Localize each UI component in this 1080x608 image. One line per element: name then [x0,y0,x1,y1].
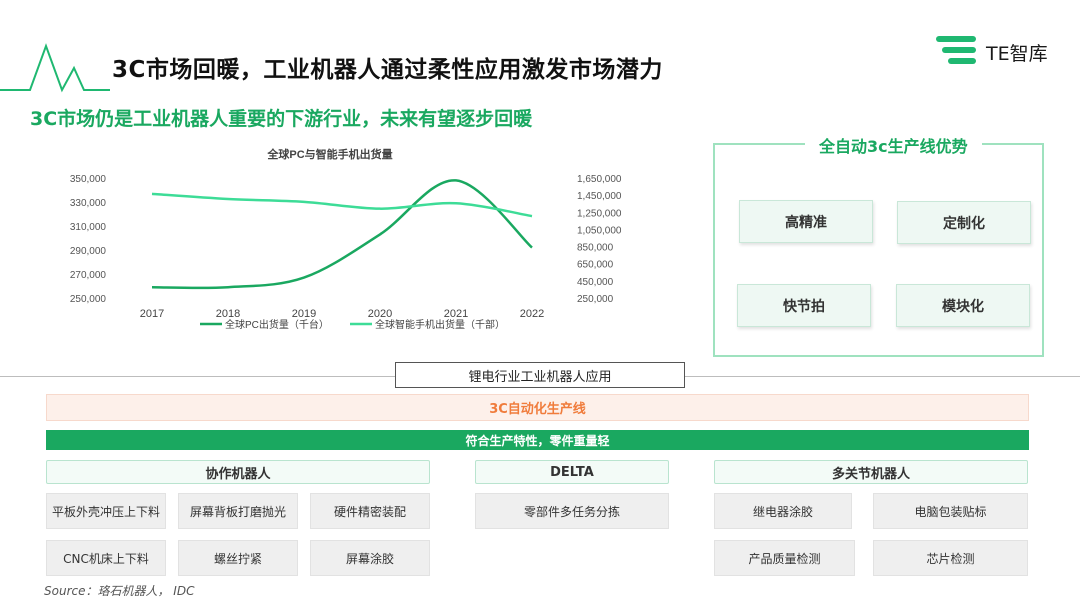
x-axis-tick-label: 2021 [444,308,468,320]
application-cell: 平板外壳冲压上下料 [46,493,166,529]
x-axis-tick-label: 2018 [216,308,240,320]
category-delta: DELTA [475,460,669,484]
application-cell: 芯片检测 [873,540,1028,576]
left-axis-tick-label: 310,000 [70,222,107,233]
right-axis-tick-label: 1,450,000 [577,191,622,202]
category-cobot: 协作机器人 [46,460,430,484]
chart-title: 全球PC与智能手机出货量 [266,147,392,161]
advantage-item: 快节拍 [737,284,871,327]
right-axis-tick-label: 1,250,000 [577,208,622,219]
left-axis-tick-label: 270,000 [70,270,107,281]
logo-text: TE智库 [986,43,1048,65]
application-cell: 零部件多任务分拣 [475,493,669,529]
x-axis-tick-label: 2022 [520,308,544,320]
advantages-title: 全自动3c生产线优势 [805,133,982,157]
te-logo: TE智库 [936,34,1066,70]
right-axis-tick-label: 850,000 [577,243,614,254]
left-axis-tick-label: 290,000 [70,246,107,257]
legend-label: 全球PC出货量（千台） [225,318,329,331]
application-cell: 屏幕涂胶 [310,540,430,576]
pulse-line-decoration [0,43,110,93]
application-cell: 电脑包装贴标 [873,493,1028,529]
legend-label: 全球智能手机出货量（千部） [375,318,505,331]
x-axis-tick-label: 2017 [140,308,164,320]
right-axis-tick-label: 450,000 [577,277,614,288]
characteristics-bar: 符合生产特性，零件重量轻 [46,430,1029,450]
pc-shipments-line [151,179,533,290]
left-axis-tick-label: 250,000 [70,294,107,305]
logo-icon-bar [948,58,976,64]
advantage-item: 定制化 [897,201,1031,244]
left-axis-tick-label: 330,000 [70,198,107,209]
section-subtitle: 3C市场仍是工业机器人重要的下游行业，未来有望逐步回暖 [30,108,533,130]
advantage-item: 高精准 [739,200,873,243]
right-axis-tick-label: 1,650,000 [577,174,622,185]
advantage-item: 模块化 [896,284,1030,327]
page-title: 3C市场回暖，工业机器人通过柔性应用激发市场潜力 [112,57,663,83]
right-axis-tick-label: 250,000 [577,294,614,305]
x-axis-tick-label: 2020 [368,308,392,320]
application-cell: 产品质量检测 [714,540,855,576]
right-axis-tick-label: 650,000 [577,260,614,271]
logo-icon [936,36,976,42]
left-axis-tick-label: 350,000 [70,174,107,185]
source-note: Source：珞石机器人， IDC [44,584,195,598]
chart-svg: 全球PC与智能手机出货量 350,000 330,000 310,000 290,000… [70,147,622,331]
x-axis-tick-label: 2019 [292,308,316,320]
production-line-bar: 3C自动化生产线 [46,394,1029,421]
application-cell: CNC机床上下料 [46,540,166,576]
application-cell: 螺丝拧紧 [178,540,298,576]
smartphone-shipments-line [151,192,533,218]
application-cell: 硬件精密装配 [310,493,430,529]
application-cell: 继电器涂胶 [714,493,852,529]
shipment-chart: 全球PC与智能手机出货量 350,000 330,000 310,000 290,000… [40,140,640,340]
section-label: 锂电行业工业机器人应用 [395,362,685,388]
application-cell: 屏幕背板打磨抛光 [178,493,298,529]
logo-icon-bar [942,47,976,53]
advantages-panel: 全自动3c生产线优势 高精准 定制化 快节拍 模块化 [713,133,1044,357]
category-multi-joint: 多关节机器人 [714,460,1028,484]
right-axis-tick-label: 1,050,000 [577,225,622,236]
